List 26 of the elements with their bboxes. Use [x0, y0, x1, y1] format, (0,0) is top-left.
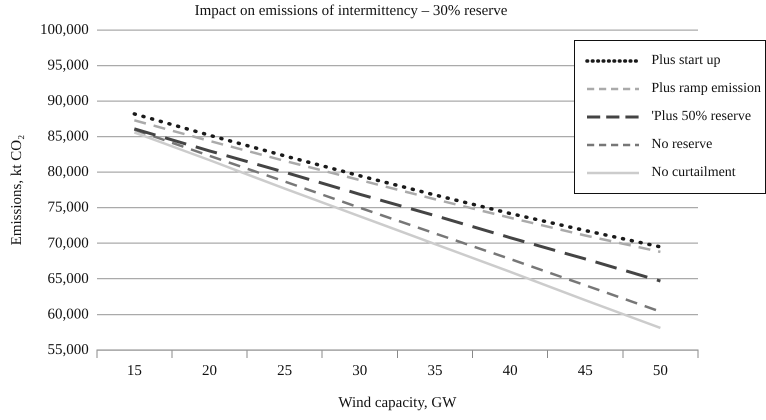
x-tick-label: 30	[352, 362, 368, 379]
x-tick-label: 20	[202, 362, 217, 379]
y-axis-title: Emissions, kt CO₂	[8, 134, 25, 246]
y-tick-label: 75,000	[48, 200, 89, 216]
legend-label: Plus start up	[651, 53, 721, 69]
x-tick-label: 15	[126, 362, 142, 379]
legend-label: No reserve	[651, 137, 712, 153]
chart-title: Impact on emissions of intermittency – 30% reserve	[194, 2, 508, 19]
y-tick-label: 55,000	[48, 342, 89, 358]
x-axis-title: Wind capacity, GW	[338, 394, 458, 411]
x-tick-label: 50	[652, 362, 668, 379]
x-tick-label: 25	[277, 362, 292, 379]
x-tick-label: 35	[427, 362, 442, 379]
y-tick-label: 65,000	[48, 270, 89, 287]
x-tick-label: 45	[578, 362, 593, 379]
y-tick-label: 70,000	[48, 235, 89, 252]
y-tick-label: 80,000	[48, 164, 89, 180]
legend-label: 'Plus 50% reserve	[651, 109, 752, 125]
y-tick-label: 90,000	[48, 93, 89, 110]
x-tick-label: 40	[502, 362, 518, 379]
legend-label: Plus ramp emission	[651, 81, 761, 97]
legend-label: No curtailment	[651, 165, 736, 181]
y-tick-label: 60,000	[48, 306, 89, 322]
y-tick-label: 100,000	[40, 22, 89, 38]
y-tick-label: 85,000	[48, 128, 89, 145]
y-tick-label: 95,000	[48, 57, 89, 74]
